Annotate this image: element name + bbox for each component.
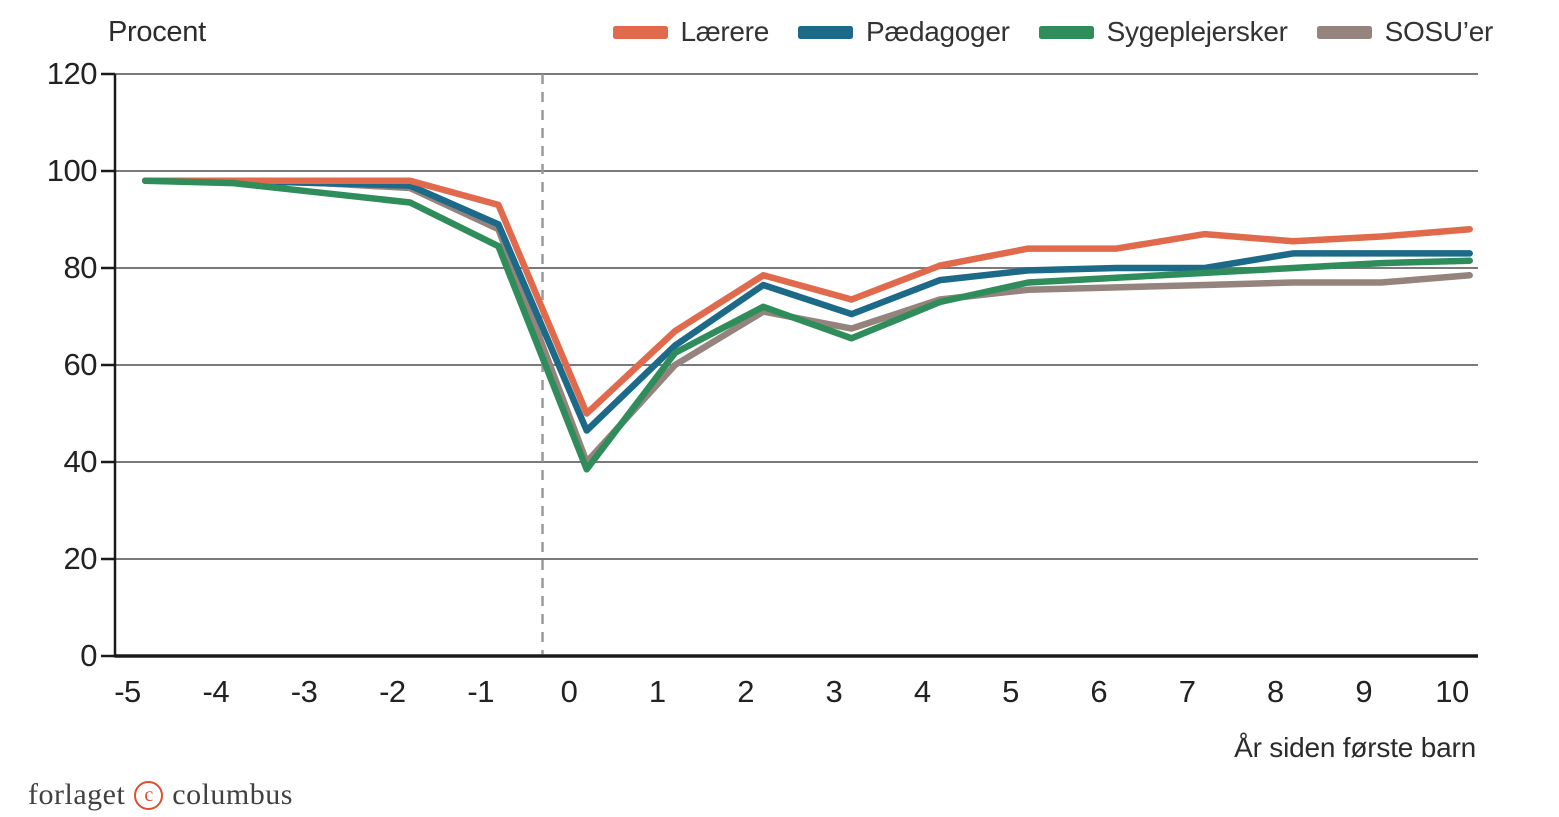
legend-swatch-sygeplejersker (1038, 25, 1094, 39)
y-tick-label-20: 20 (63, 541, 98, 576)
x-tick-label-6: 6 (1090, 674, 1108, 709)
y-tick-label-100: 100 (46, 153, 98, 188)
x-tick-label-5: 5 (1002, 674, 1019, 709)
legend-item-sygeplejersker: Sygeplejersker (1038, 16, 1288, 48)
x-tick-label--2: -2 (379, 674, 406, 709)
x-tick-label-7: 7 (1178, 674, 1196, 709)
legend-swatch-pdagoger (797, 25, 853, 39)
publisher-logo: forlaget c columbus (28, 778, 293, 812)
x-tick-label-8: 8 (1267, 674, 1284, 709)
y-tick-label-60: 60 (63, 347, 98, 382)
x-tick-label--5: -5 (114, 674, 141, 709)
publisher-logo-text-2: columbus (172, 778, 293, 811)
y-tick-label-80: 80 (63, 250, 98, 285)
legend-label-sosuer: SOSU’er (1384, 16, 1494, 47)
legend-swatch-lrere (612, 25, 668, 39)
series-line-pdagoger (141, 177, 1473, 434)
x-tick-label--4: -4 (202, 674, 230, 709)
x-tick-label-4: 4 (913, 674, 931, 709)
legend-item-pdagoger: Pædagoger (797, 16, 1010, 48)
x-tick-label-3: 3 (825, 674, 843, 709)
copyright-icon: c (134, 780, 164, 810)
legend-label-lrere: Lærere (680, 16, 770, 47)
y-tick-label-0: 0 (80, 638, 97, 673)
x-tick-label-2: 2 (737, 674, 754, 709)
x-tick-label-0: 0 (560, 674, 578, 709)
y-tick-label-40: 40 (63, 444, 98, 479)
y-tick-label-120: 120 (46, 56, 98, 91)
y-axis-title: Procent (108, 16, 206, 48)
x-tick-label--3: -3 (290, 674, 318, 709)
chart-legend: Lærere Pædagoger Sygeplejersker SOSU’er (612, 16, 1494, 48)
x-tick-label-10: 10 (1435, 674, 1469, 709)
series-line-lrere (141, 177, 1473, 417)
x-tick-label-9: 9 (1355, 674, 1373, 709)
x-axis-title: År siden første barn (1234, 732, 1476, 763)
legend-item-sosuer: SOSU’er (1316, 16, 1494, 48)
x-tick-label--1: -1 (467, 674, 494, 709)
x-tick-label-1: 1 (648, 674, 666, 709)
publisher-logo-text-1: forlaget (28, 778, 126, 811)
legend-item-lrere: Lærere (612, 16, 770, 48)
legend-label-pdagoger: Pædagoger (865, 16, 1010, 47)
legend-swatch-sosuer (1316, 25, 1372, 39)
series-line-sygeplejersker (141, 177, 1473, 473)
legend-label-sygeplejersker: Sygeplejersker (1106, 16, 1288, 47)
